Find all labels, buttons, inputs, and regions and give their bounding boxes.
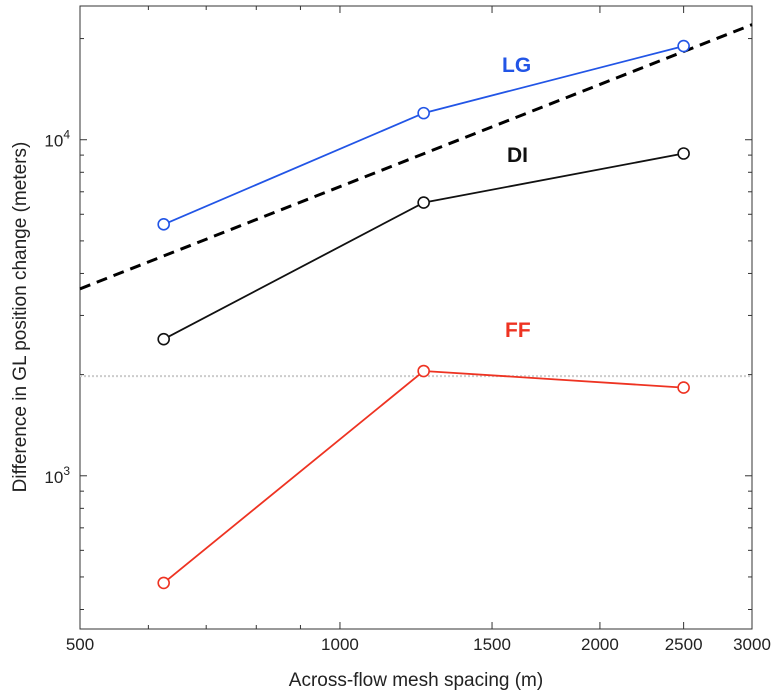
series-label-di: DI <box>507 144 528 167</box>
y-tick-label: 104 <box>44 128 70 151</box>
x-axis-title: Across-flow mesh spacing (m) <box>289 670 543 691</box>
x-tick-label: 2000 <box>581 635 619 654</box>
x-tick-label: 1500 <box>473 635 511 654</box>
series-point-lg <box>677 39 690 53</box>
series-line-di <box>163 152 684 340</box>
series-line-ff <box>163 370 684 584</box>
series-point-ff <box>677 381 690 394</box>
y-axis-title: Difference in GL position change (meters… <box>10 142 31 493</box>
x-tick-label: 2500 <box>665 635 703 654</box>
plot-frame <box>79 5 753 630</box>
y-tick-label: 103 <box>44 464 70 487</box>
series-point-lg <box>417 106 430 120</box>
series-group <box>157 39 690 590</box>
series-point-lg <box>157 218 170 231</box>
reference-lines <box>79 23 753 378</box>
series-point-di <box>157 332 170 346</box>
dashed-trend-line <box>79 23 753 291</box>
x-tick-label: 1000 <box>321 635 359 654</box>
series-label-ff: FF <box>505 319 531 342</box>
axis-ticks: 500 1000 1500 2000 2500 3000 103 104 <box>44 6 771 654</box>
x-tick-label: 3000 <box>733 635 771 654</box>
series-point-di <box>677 147 690 160</box>
series-point-di <box>417 196 430 209</box>
series-point-ff <box>417 364 430 378</box>
series-point-ff <box>157 576 170 590</box>
x-tick-label: 500 <box>66 635 94 654</box>
series-label-lg: LG <box>502 54 531 77</box>
